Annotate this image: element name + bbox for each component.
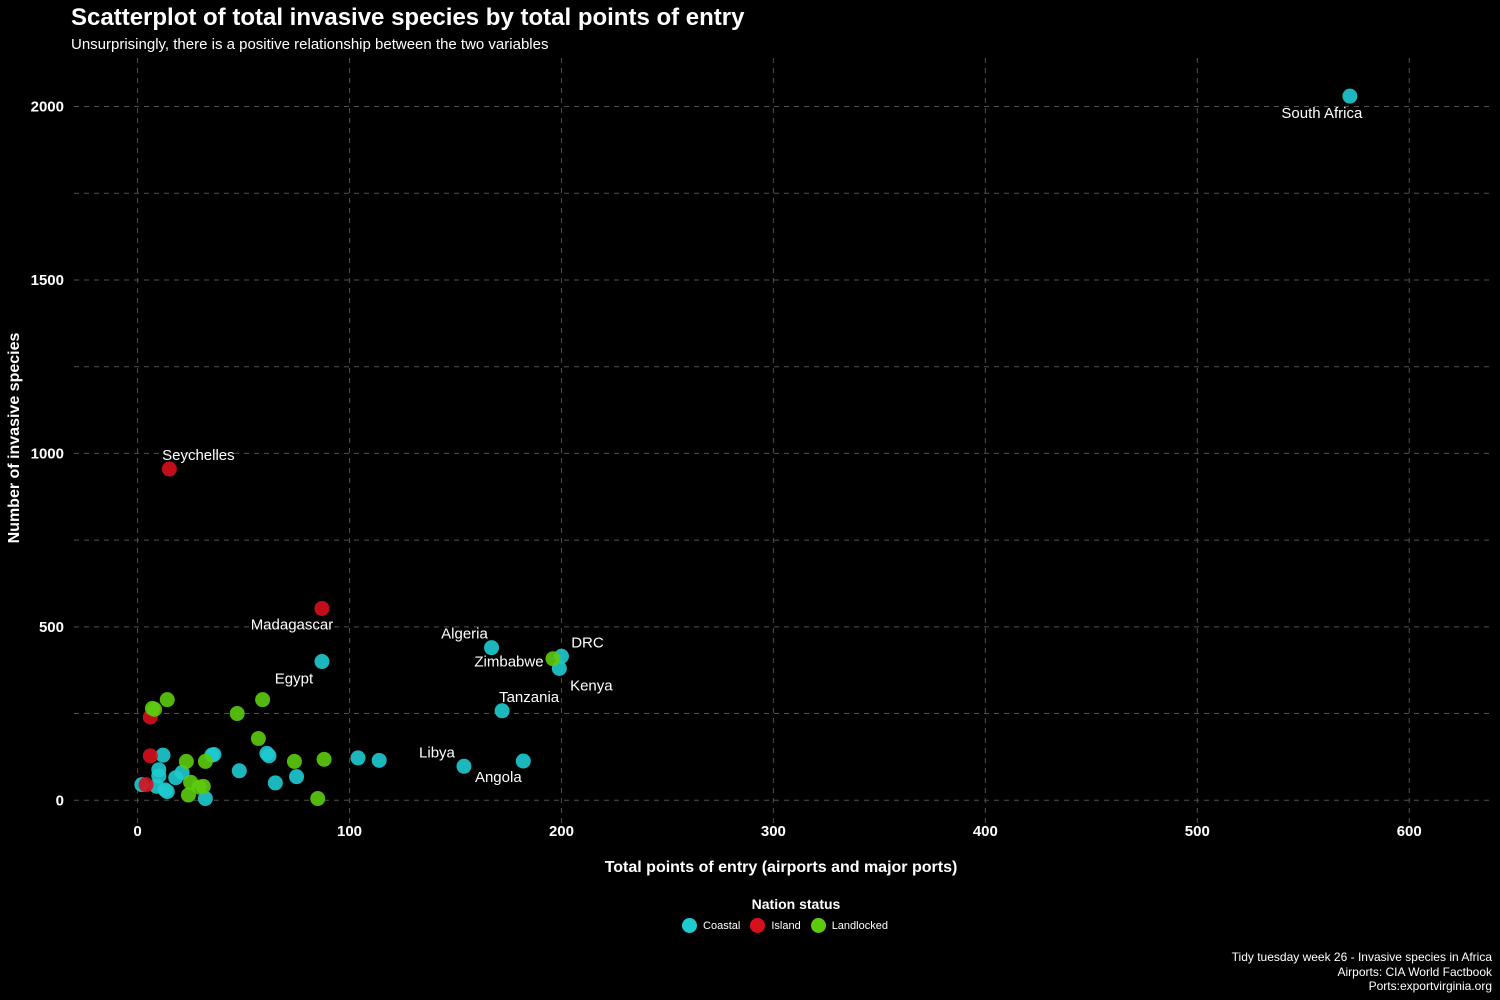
chart-subtitle: Unsurprisingly, there is a positive rela… [71, 36, 549, 53]
point-label-angola: Angola [475, 769, 522, 786]
x-tick-label: 500 [1185, 823, 1210, 840]
data-point-landlocked [250, 731, 266, 747]
data-point-coastal [494, 703, 510, 719]
legend-item-island: Island [750, 918, 801, 933]
data-point-landlocked [255, 692, 271, 708]
caption-line-3: Ports:exportvirginia.org [1368, 979, 1492, 993]
point-labels: South Africa Egypt Algeria DRC Kenya Tanzania… [162, 105, 1363, 786]
data-points [134, 88, 1358, 807]
data-point-coastal [484, 640, 500, 656]
x-tick-label: 600 [1397, 823, 1422, 840]
legend: Nation status Coastal Island Landlocked [0, 896, 1500, 933]
y-axis-title: Number of invasive species [6, 333, 23, 544]
data-point-landlocked [286, 753, 302, 769]
caption-line-2: Airports: CIA World Factbook [1337, 964, 1493, 979]
data-point-coastal [456, 758, 472, 774]
data-point-coastal [515, 753, 531, 769]
data-point-coastal [314, 654, 330, 670]
point-label-libya: Libya [419, 744, 456, 761]
data-point-coastal [1342, 88, 1358, 104]
data-point-island [138, 777, 154, 793]
data-point-landlocked [195, 778, 211, 794]
legend-items: Coastal Island Landlocked [70, 918, 1500, 933]
legend-item-coastal: Coastal [682, 918, 740, 933]
data-point-coastal [261, 748, 277, 764]
data-point-island [314, 600, 330, 616]
data-point-landlocked [159, 692, 175, 708]
legend-swatch-coastal [682, 918, 698, 933]
data-point-landlocked [310, 791, 326, 807]
data-point-coastal [159, 784, 175, 800]
data-point-coastal [231, 763, 247, 779]
point-label-zimbabwe: Zimbabwe [474, 654, 543, 671]
point-label-egypt: Egypt [275, 671, 314, 688]
x-axis-title: Total points of entry (airports and majo… [605, 859, 958, 876]
y-tick-label: 2000 [31, 99, 64, 116]
data-point-coastal [371, 752, 387, 768]
y-tick-label: 500 [39, 619, 64, 636]
data-point-landlocked [545, 651, 561, 667]
point-label-south-africa: South Africa [1281, 105, 1363, 122]
data-point-landlocked [178, 753, 194, 769]
x-tick-label: 400 [973, 823, 998, 840]
point-label-drc: DRC [571, 634, 604, 651]
data-point-landlocked [147, 701, 163, 717]
chart-title: Scatterplot of total invasive species by… [71, 4, 745, 31]
data-point-landlocked [229, 706, 245, 722]
legend-label-island: Island [771, 919, 801, 932]
data-point-landlocked [180, 787, 196, 803]
grid [74, 58, 1494, 828]
legend-title: Nation status [751, 896, 841, 912]
point-label-kenya: Kenya [570, 677, 613, 694]
caption: Tidy tuesday week 26 - Invasive species … [1232, 950, 1492, 994]
legend-swatch-island [750, 918, 766, 933]
x-tick-label: 200 [549, 823, 574, 840]
legend-swatch-landlocked [810, 918, 826, 933]
data-point-island [161, 461, 177, 477]
point-label-seychelles: Seychelles [162, 447, 235, 464]
legend-label-coastal: Coastal [703, 919, 741, 932]
data-point-coastal [267, 775, 283, 791]
y-tick-label: 1500 [31, 272, 64, 289]
x-tick-label: 100 [337, 823, 362, 840]
legend-item-landlocked: Landlocked [810, 918, 888, 933]
caption-line-1: Tidy tuesday week 26 - Invasive species … [1231, 950, 1492, 964]
data-point-coastal [155, 747, 171, 763]
axis-ticks: 0 100 200 300 400 500 600 0 500 1000 1500 2000 [31, 99, 1422, 840]
data-point-island [142, 748, 158, 764]
point-label-tanzania: Tanzania [499, 689, 560, 706]
data-point-coastal [151, 762, 167, 778]
x-tick-label: 0 [133, 823, 141, 840]
legend-label-landlocked: Landlocked [831, 919, 888, 932]
data-point-coastal [350, 750, 366, 766]
x-tick-label: 300 [761, 823, 786, 840]
data-point-landlocked [197, 753, 213, 769]
data-point-coastal [197, 791, 213, 807]
point-label-algeria: Algeria [441, 626, 488, 643]
scatterplot: 0 100 200 300 400 500 600 0 500 1000 1500 2000 Tota… [6, 58, 1494, 876]
data-point-landlocked [316, 751, 332, 767]
data-point-coastal [289, 769, 305, 785]
y-tick-label: 0 [56, 792, 64, 809]
point-label-madagascar: Madagascar [251, 616, 334, 633]
y-tick-label: 1000 [31, 445, 64, 462]
